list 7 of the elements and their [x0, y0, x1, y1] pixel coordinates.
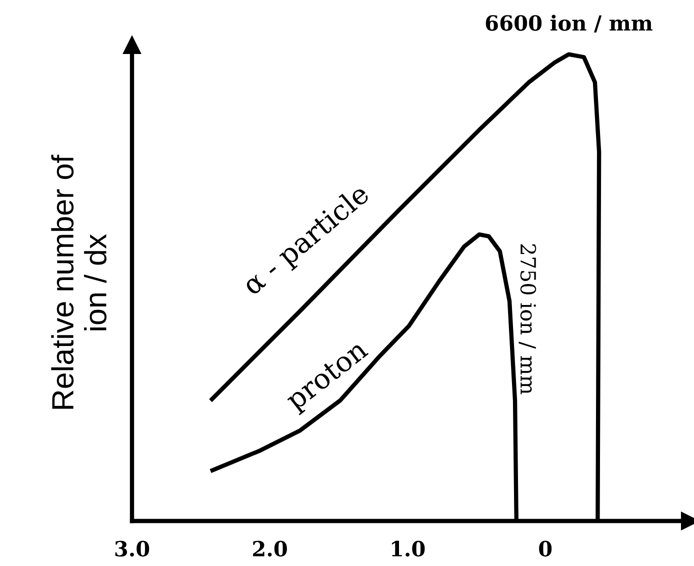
y-axis-title: Relative number of ion / dx: [51, 154, 107, 409]
annotation: 6600 ion / mm: [486, 14, 652, 32]
x-tick-label: 3.0: [115, 540, 150, 557]
x-tick-label: 0: [539, 540, 552, 557]
x-tick-label: 1.0: [392, 540, 425, 557]
x-tick-label: 2.0: [253, 540, 287, 557]
annotation: 2750 ion / mm: [518, 244, 536, 394]
